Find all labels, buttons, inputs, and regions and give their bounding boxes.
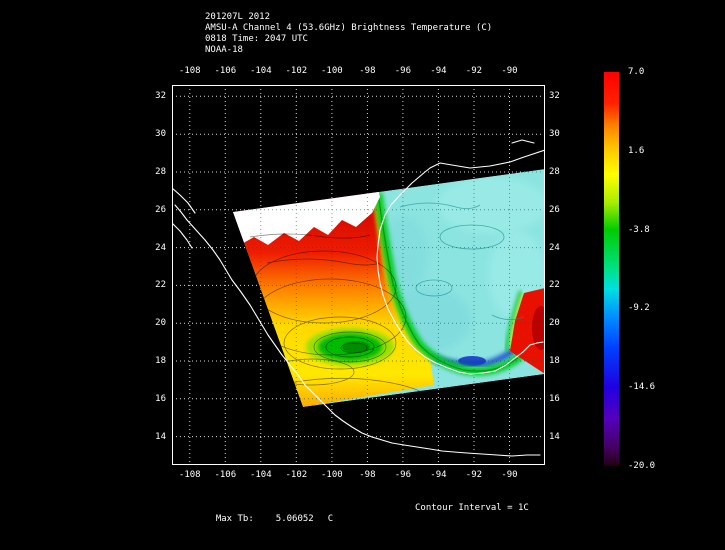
x-tick-label-top: -96 [394, 66, 412, 76]
y-tick-label-left: 18 [155, 356, 166, 367]
y-tick-label-right: 28 [549, 166, 560, 177]
max-tb-label: Max Tb: [215, 514, 254, 524]
max-tb-readout: Max Tb: 5.06052 C [205, 503, 333, 525]
y-tick-label-right: 24 [549, 242, 560, 253]
x-tick-label-top: -94 [430, 66, 447, 76]
y-tick-label-left: 26 [155, 204, 166, 215]
colorbar-tick-label: -20.0 [628, 461, 656, 471]
map-plot [172, 85, 545, 465]
y-tick-label-left: 24 [155, 242, 166, 253]
x-tick-label-bottom: -108 [178, 470, 201, 480]
y-tick-label-left: 30 [155, 129, 166, 140]
colorbar-tick-label: 1.6 [628, 145, 645, 156]
y-tick-label-right: 20 [549, 318, 560, 329]
x-tick-label-bottom: -106 [214, 470, 237, 480]
green-cool-core [342, 341, 370, 353]
island-coastline [511, 139, 535, 144]
x-tick-label-bottom: -92 [465, 470, 483, 480]
y-tick-label-right: 32 [549, 91, 560, 102]
colorbar-tick-label: 7.0 [628, 67, 645, 77]
y-tick-label-left: 32 [155, 91, 166, 102]
colorbar-tick-label: -14.6 [628, 382, 656, 393]
x-tick-label-bottom: -90 [501, 470, 518, 480]
x-tick-label-bottom: -94 [430, 470, 447, 480]
max-tb-unit: C [327, 514, 334, 524]
title-line-date: 201207L 2012 [205, 12, 271, 22]
temperature-swath [233, 169, 545, 407]
x-tick-label-bottom: -98 [359, 470, 376, 480]
x-tick-label-top: -90 [501, 66, 518, 76]
title-line-satellite: NOAA-18 [205, 45, 243, 55]
y-tick-label-left: 22 [155, 280, 166, 291]
y-tick-label-right: 18 [549, 356, 560, 367]
colorbar-tick-label: -3.8 [628, 224, 650, 235]
title-line-product: AMSU-A Channel 4 (53.6GHz) Brightness Te… [205, 23, 493, 33]
y-tick-label-left: 20 [155, 318, 166, 329]
coastline [172, 139, 545, 457]
x-tick-label-bottom: -104 [249, 470, 272, 480]
y-tick-label-left: 28 [155, 166, 166, 177]
map-svg [172, 85, 545, 465]
baja-coastline [172, 187, 196, 214]
y-tick-label-right: 22 [549, 280, 560, 291]
coastal-green-contour [377, 192, 519, 372]
x-tick-label-top: -100 [321, 66, 343, 76]
gulf-contour-lines [399, 202, 525, 320]
y-tick-label-right: 16 [549, 393, 560, 404]
plot-frame [172, 85, 545, 465]
contour-interval-text: Contour Interval = 1C [415, 503, 529, 513]
colorbar [604, 72, 619, 466]
east-hot-spot-core [532, 306, 545, 350]
x-tick-label-bottom: -96 [394, 470, 412, 480]
y-tick-label-right: 14 [549, 431, 560, 442]
max-tb-value: 5.06052 [275, 514, 314, 524]
y-tick-label-left: 16 [155, 393, 166, 404]
title-line-time: 0818 Time: 2047 UTC [205, 34, 308, 44]
x-tick-label-top: -106 [214, 66, 237, 76]
colorbar-tick-label: -9.2 [628, 303, 650, 314]
y-tick-label-left: 14 [155, 431, 166, 442]
pacific-coastline [174, 204, 541, 457]
y-tick-label-right: 26 [549, 204, 560, 215]
x-tick-label-top: -108 [178, 66, 201, 76]
x-tick-label-top: -104 [249, 66, 272, 76]
cool-variation [437, 177, 545, 233]
y-tick-label-right: 30 [549, 129, 560, 140]
baja-coastline [172, 222, 193, 249]
gulf-coastline [376, 149, 545, 375]
x-tick-label-top: -102 [285, 66, 308, 76]
title-block: 201207L 2012 AMSU-A Channel 4 (53.6GHz) … [205, 12, 492, 56]
x-tick-label-bottom: -100 [321, 470, 343, 480]
x-tick-label-bottom: -102 [285, 470, 308, 480]
x-tick-label-top: -98 [359, 66, 376, 76]
x-tick-label-top: -92 [465, 66, 483, 76]
hot-spot-green-fringe [504, 290, 523, 352]
